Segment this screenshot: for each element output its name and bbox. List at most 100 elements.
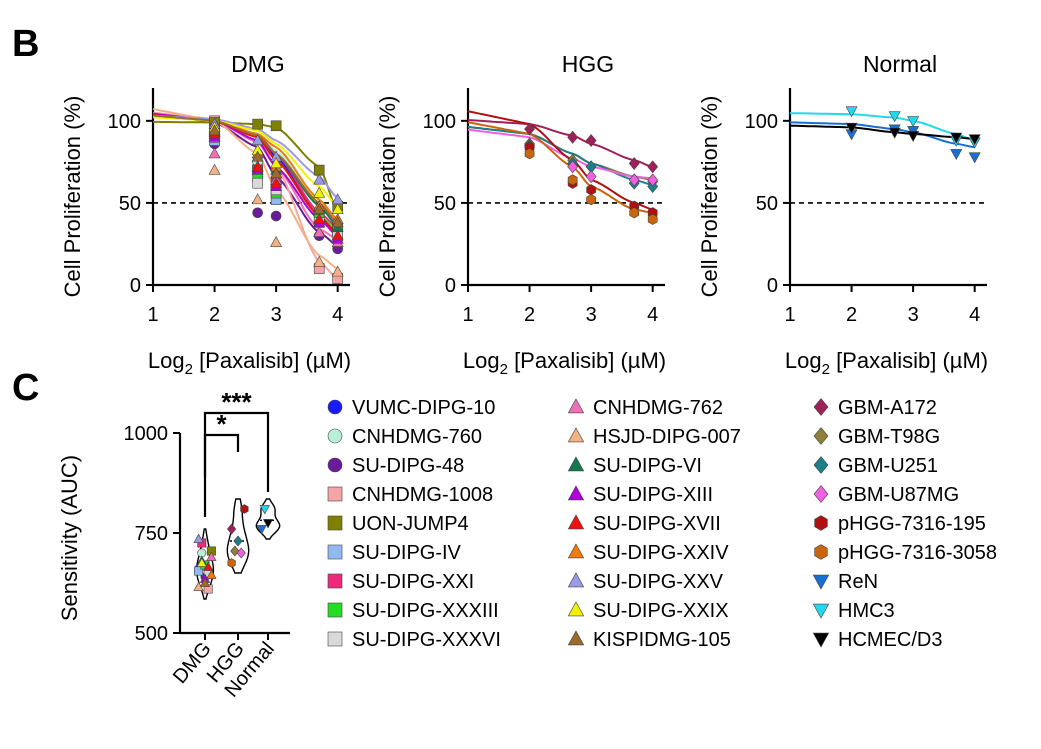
- point-hcmec-d3: [907, 131, 920, 142]
- legend-marker-uon-jump4: [327, 515, 343, 531]
- legend-marker-vumc-dipg-10: [327, 399, 343, 415]
- category-label-dmg: DMG: [169, 638, 216, 688]
- legend-item-su-dipg-iv: SU-DIPG-IV: [327, 542, 462, 564]
- curve-gbm-a172: [467, 119, 653, 168]
- curve-uon-jump4: [153, 120, 339, 212]
- violin-point-kispidmg-105: [199, 577, 211, 587]
- legend-label: SU-DIPG-48: [352, 455, 464, 477]
- legend-label: SU-DIPG-XVII: [593, 513, 721, 535]
- legend-item-ren: ReN: [812, 571, 878, 593]
- point-hsjd-dipg-007: [251, 193, 264, 205]
- curve-hcmec-d3: [789, 124, 975, 140]
- point-hsjd-dipg-007: [270, 235, 283, 247]
- legend-marker-su-dipg-xxi: [327, 573, 343, 589]
- legend-label: HMC3: [838, 600, 895, 622]
- legend-marker-su-dipg-xxxvi: [327, 631, 343, 647]
- point-hmc3: [845, 106, 858, 118]
- point-kispidmg-105: [270, 166, 283, 178]
- significance-bracket: [203, 411, 270, 517]
- legend-marker-hmc3: [812, 603, 830, 619]
- legend-marker-hcmec-d3: [812, 632, 830, 648]
- point-hcmec-d3: [950, 132, 963, 144]
- legend-item-su-dipg-xiii: SU-DIPG-XIII: [567, 484, 713, 506]
- legend-label: pHGG-7316-195: [838, 513, 986, 535]
- point-gbm-a172: [567, 130, 579, 144]
- legend-item-kispidmg-105: KISPIDMG-105: [567, 629, 731, 651]
- legend-marker-su-dipg-xxxiii: [327, 602, 343, 618]
- violin-y-tick-label: 500: [135, 623, 168, 645]
- violin-point-hcmec-d3: [262, 519, 274, 529]
- y-tick-label: 100: [108, 111, 141, 133]
- violin-point-gbm-a172: [227, 523, 237, 535]
- violin-point-cnhdmg-762: [206, 551, 217, 561]
- legend-item-cnhdmg-1008: CNHDMG-1008: [327, 484, 493, 506]
- legend-marker-su-dipg-xiii: [567, 485, 585, 501]
- legend-item-su-dipg-xxix: SU-DIPG-XXIX: [567, 600, 729, 622]
- legend-marker-ren: [812, 574, 830, 590]
- legend-marker-phgg-7316-195: [814, 515, 828, 531]
- legend-marker-su-dipg-xxv: [567, 572, 585, 588]
- curve-phgg-7316-195: [467, 110, 653, 211]
- x-tick-label: 2: [846, 304, 857, 326]
- violin-point-gbm-t98g: [230, 545, 240, 557]
- legend-label: SU-DIPG-XXIV: [593, 542, 729, 564]
- legend-item-gbm-u87mg: GBM-U87MG: [813, 484, 959, 506]
- violin-point-ren: [256, 525, 267, 535]
- dose-response-chart-normal: Normal 0 50 100 1 2 3 4 Cell Proliferation (%) Lo…: [697, 51, 988, 378]
- point-gbm-a172: [585, 134, 597, 148]
- curve-hmc3: [789, 112, 975, 142]
- point-kispidmg-105: [251, 150, 264, 162]
- legend-label: SU-DIPG-XIII: [593, 484, 713, 506]
- significance-label: ***: [221, 387, 252, 417]
- violin-point-gbm-u87mg: [236, 547, 246, 559]
- legend-label: ReN: [838, 571, 878, 593]
- y-tick-label: 50: [434, 193, 456, 215]
- legend-marker-phgg-7316-3058: [814, 544, 828, 560]
- point-su-dipg-xxix: [313, 186, 326, 198]
- legend-item-su-dipg-vi: SU-DIPG-VI: [567, 455, 702, 477]
- x-tick-label: 3: [586, 304, 597, 326]
- chart-title: Normal: [863, 51, 937, 77]
- x-axis-label: Log2 [Paxalisib] (µM): [148, 348, 351, 378]
- point-su-dipg-xvii: [331, 229, 344, 241]
- point-ren: [950, 149, 963, 161]
- y-tick-label: 50: [756, 193, 778, 215]
- point-gbm-u87mg: [567, 160, 579, 174]
- point-gbm-u251: [647, 180, 659, 193]
- legend-marker-su-dipg-vi: [567, 456, 585, 472]
- x-tick-label: 3: [908, 304, 919, 326]
- legend-label: CNHDMG-760: [352, 426, 482, 448]
- point-gbm-a172: [524, 122, 535, 136]
- point-su-dipg-xvii: [270, 176, 283, 188]
- y-tick-label: 100: [423, 111, 456, 133]
- x-tick-label: 4: [647, 304, 658, 326]
- legend-label: SU-DIPG-XXI: [352, 571, 474, 593]
- point-uon-jump4: [252, 118, 263, 130]
- point-gbm-u87mg: [585, 170, 597, 184]
- legend-label: UON-JUMP4: [352, 513, 469, 535]
- y-axis-label: Cell Proliferation (%): [60, 96, 85, 298]
- legend-label: CNHDMG-762: [593, 397, 723, 419]
- legend-item-hsjd-dipg-007: HSJD-DIPG-007: [567, 426, 741, 448]
- point-kispidmg-105: [208, 124, 221, 136]
- legend-marker-gbm-u87mg: [813, 485, 829, 503]
- x-tick-label: 1: [147, 304, 158, 326]
- legend-label: VUMC-DIPG-10: [352, 397, 495, 419]
- legend-label: HSJD-DIPG-007: [593, 426, 741, 448]
- legend: VUMC-DIPG-10 CNHDMG-760 SU-DIPG-48 CNHDMG-1…: [327, 397, 997, 651]
- violin-y-tick-label: 1000: [124, 423, 169, 445]
- point-su-dipg-xvii: [251, 160, 264, 172]
- point-hcmec-d3: [845, 122, 858, 134]
- x-tick-label: 2: [209, 304, 220, 326]
- legend-item-cnhdmg-762: CNHDMG-762: [567, 397, 723, 419]
- point-cnhdmg-762: [208, 147, 221, 159]
- legend-marker-su-dipg-xxiv: [567, 543, 585, 559]
- legend-label: GBM-U251: [838, 455, 938, 477]
- violin-point-su-dipg-xxi: [197, 538, 207, 548]
- point-kispidmg-105: [313, 203, 326, 215]
- legend-label: GBM-T98G: [838, 426, 940, 448]
- point-cnhdmg-762: [313, 226, 326, 238]
- legend-label: CNHDMG-1008: [352, 484, 493, 506]
